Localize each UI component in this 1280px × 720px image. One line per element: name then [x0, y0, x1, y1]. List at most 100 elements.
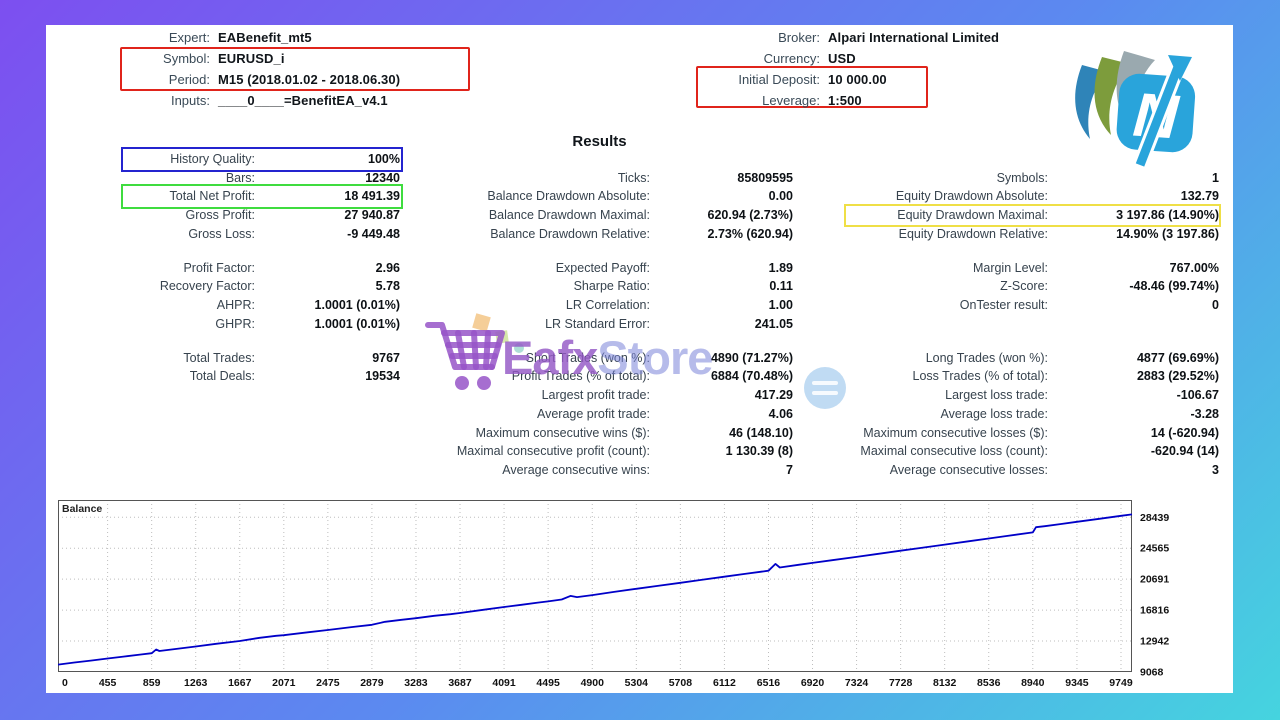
stat-row: Balance Drawdown Maximal: 620.94 (2.73%) [430, 206, 793, 225]
brand-logo-icon: N [1068, 33, 1200, 173]
stat-label: Ticks: [617, 170, 650, 185]
stat-label: Gross Profit: [185, 208, 255, 223]
header-left: Expert: EABenefit_mt5 Symbol: EURUSD_i Perio… [86, 27, 516, 111]
header-value: EURUSD_i [218, 51, 285, 66]
stat-label: Average profit trade: [536, 406, 650, 421]
stat-label: Sharpe Ratio: [573, 279, 650, 294]
stat-row: Average profit trade: 4.06 [430, 405, 793, 424]
stat-label: History Quality: [170, 152, 255, 166]
stat-row [430, 150, 793, 169]
x-axis-tick-label: 2071 [272, 677, 296, 689]
stat-value: 132.79 [1180, 189, 1219, 204]
section-gap [430, 243, 793, 258]
stat-label: Profit Factor: [183, 260, 255, 275]
stat-row: Ticks: 85809595 [430, 169, 793, 188]
stat-row: Maximum consecutive losses ($): 14 (-620.… [846, 424, 1219, 443]
stat-label: Symbols: [996, 170, 1048, 185]
stat-value: 0.00 [768, 189, 793, 204]
stat-row: GHPR: 1.0001 (0.01%) [124, 315, 400, 334]
stat-row: Largest profit trade: 417.29 [430, 386, 793, 405]
section-gap [846, 243, 1219, 258]
x-axis-tick-label: 5708 [669, 677, 693, 689]
balance-chart: Balance 9068 12942 16816 20691 24565 28439 0 455… [57, 500, 1198, 697]
stat-row: AHPR: 1.0001 (0.01%) [124, 296, 400, 315]
stat-value: 2.73% (620.94) [707, 226, 793, 241]
stat-row: Maximal consecutive profit (count): 1 130… [430, 442, 793, 461]
stat-value: 46 (148.10) [729, 425, 793, 440]
stat-value: 767.00% [1169, 260, 1219, 275]
header-value: EABenefit_mt5 [218, 30, 312, 45]
stat-row: Total Trades: 9767 [124, 349, 400, 368]
y-axis-tick-label: 16816 [1140, 605, 1169, 617]
stat-value: -48.46 (99.74%) [1129, 279, 1219, 294]
stat-value: 27 940.87 [344, 208, 400, 223]
stat-label: Total Trades: [183, 350, 255, 365]
stat-row: Equity Drawdown Absolute: 132.79 [846, 187, 1219, 206]
stat-value: 241.05 [754, 316, 793, 331]
stat-row: Bars: 12340 [124, 169, 400, 188]
x-axis-tick-label: 8132 [933, 677, 957, 689]
stat-label: Recovery Factor: [159, 279, 255, 294]
header-value: Alpari International Limited [828, 30, 1000, 45]
x-axis-tick-label: 8940 [1021, 677, 1045, 689]
results-title: Results [572, 133, 627, 150]
stat-label: Long Trades (won %): [925, 350, 1048, 365]
stat-row: Largest loss trade: -106.67 [846, 386, 1219, 405]
y-axis-tick-label: 28439 [1140, 512, 1169, 524]
y-axis-tick-label: 20691 [1140, 574, 1169, 586]
header-value: ____0____=BenefitEA_v4.1 [218, 93, 388, 108]
stat-label: Gross Loss: [188, 226, 255, 241]
stat-row: Total Deals: 19534 [124, 367, 400, 386]
stat-row: Maximum consecutive wins ($): 46 (148.10) [430, 424, 793, 443]
stat-row: Average consecutive losses: 3 [846, 461, 1219, 480]
stat-label: Short Trades (won %): [525, 350, 650, 365]
x-axis-tick-label: 6516 [757, 677, 781, 689]
stat-label: Margin Level: [972, 260, 1048, 275]
stat-row: Expected Payoff: 1.89 [430, 259, 793, 278]
stat-label: Balance Drawdown Absolute: [487, 189, 650, 204]
stat-label: LR Standard Error: [545, 316, 650, 331]
stat-row: Profit Factor: 2.96 [124, 259, 400, 278]
header-row: Broker: Alpari International Limited [606, 27, 1146, 48]
x-axis-tick-label: 0 [62, 677, 68, 689]
header-value: 1:500 [828, 93, 862, 108]
stat-row: LR Correlation: 1.00 [430, 296, 793, 315]
stat-value: 14 (-620.94) [1150, 425, 1219, 440]
x-axis-tick-label: 2879 [360, 677, 384, 689]
stat-label: Average loss trade: [940, 406, 1048, 421]
stat-value: -620.94 (14) [1150, 444, 1219, 459]
header-label: Currency: [763, 51, 820, 66]
stat-value: 9767 [372, 350, 400, 365]
stat-value: 1.89 [768, 260, 793, 275]
stat-row: Equity Drawdown Relative: 14.90% (3 197.8… [846, 225, 1219, 244]
stat-label: Largest loss trade: [945, 388, 1048, 403]
stat-value: 18 491.39 [344, 189, 400, 204]
stat-row: Short Trades (won %): 4890 (71.27%) [430, 349, 793, 368]
stat-value: 14.90% (3 197.86) [1116, 226, 1219, 241]
header-row: Leverage: 1:500 [606, 90, 1146, 111]
x-axis-tick-label: 9749 [1109, 677, 1133, 689]
header-label: Initial Deposit: [738, 72, 820, 87]
x-axis-tick-label: 7728 [889, 677, 913, 689]
stat-label: LR Correlation: [565, 298, 650, 313]
stat-value: 4877 (69.69%) [1136, 350, 1219, 365]
stats-column-middle: Ticks: 85809595 Balance Drawdown Absolute:… [430, 150, 793, 480]
header-value: 10 000.00 [828, 72, 887, 87]
stat-row: Loss Trades (% of total): 2883 (29.52%) [846, 367, 1219, 386]
stat-value: 12340 [365, 170, 400, 185]
stat-value: 620.94 (2.73%) [707, 208, 793, 223]
stat-value: 1.0001 (0.01%) [314, 316, 400, 331]
stat-value: 1 [1212, 170, 1219, 185]
stat-label: Maximum consecutive losses ($): [863, 425, 1048, 440]
stat-label: Expected Payoff: [555, 260, 650, 275]
stat-label: Maximum consecutive wins ($): [475, 425, 650, 440]
section-gap [430, 333, 793, 348]
stat-value: 100% [368, 152, 400, 166]
stat-label: GHPR: [215, 316, 255, 331]
x-axis-tick-label: 5304 [625, 677, 649, 689]
x-axis-tick-label: 2475 [316, 677, 340, 689]
report-panel: Expert: EABenefit_mt5 Symbol: EURUSD_i Perio… [46, 25, 1233, 693]
stat-value: 85809595 [737, 170, 793, 185]
stat-label: Average consecutive wins: [502, 462, 650, 477]
stat-row: Average consecutive wins: 7 [430, 461, 793, 480]
